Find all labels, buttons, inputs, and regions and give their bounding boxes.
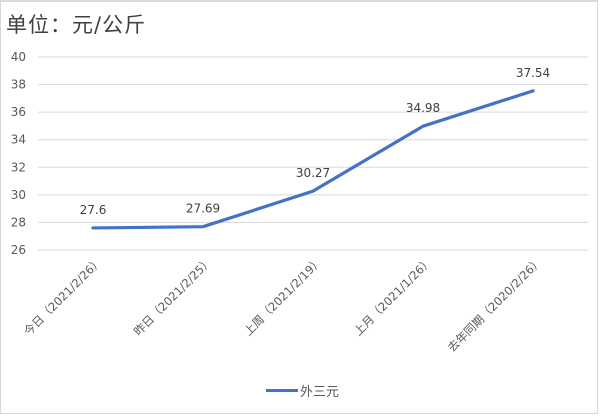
x-category-label: 去年同期（2020/2/26） <box>445 254 545 354</box>
x-category-label: 上月（2021/1/26） <box>351 254 435 338</box>
data-label: 27.6 <box>80 203 107 217</box>
data-label: 30.27 <box>296 166 330 180</box>
x-category-label: 上周（2021/2/19） <box>241 254 325 338</box>
y-tick-label: 34 <box>11 133 26 147</box>
y-tick-label: 36 <box>11 105 26 119</box>
legend: 外三元 <box>266 381 339 400</box>
y-tick-label: 32 <box>11 160 26 174</box>
x-axis-category-labels: 今日（2021/2/26） 昨日（2021/2/25） 上周（2021/2/19） 上… <box>21 254 545 354</box>
y-tick-label: 26 <box>11 243 26 257</box>
y-tick-label: 40 <box>11 50 26 64</box>
y-axis-ticks: 40 38 36 34 32 30 28 26 <box>11 50 26 257</box>
series-line-wai-san-yuan <box>91 89 535 230</box>
legend-line-swatch <box>266 389 298 392</box>
x-category-label: 今日（2021/2/26） <box>21 254 105 338</box>
y-tick-label: 38 <box>11 78 26 92</box>
y-tick-label: 30 <box>11 188 26 202</box>
x-category-label: 昨日（2021/2/25） <box>131 254 215 338</box>
data-labels: 27.6 27.69 30.27 34.98 37.54 <box>80 66 551 217</box>
data-label: 37.54 <box>516 66 550 80</box>
legend-label: 外三元 <box>300 385 340 400</box>
data-label: 34.98 <box>406 101 440 115</box>
gridlines <box>38 56 588 251</box>
data-label: 27.69 <box>186 202 220 216</box>
chart-title: 单位：元/公斤 <box>6 13 147 37</box>
y-tick-label: 28 <box>11 215 26 229</box>
